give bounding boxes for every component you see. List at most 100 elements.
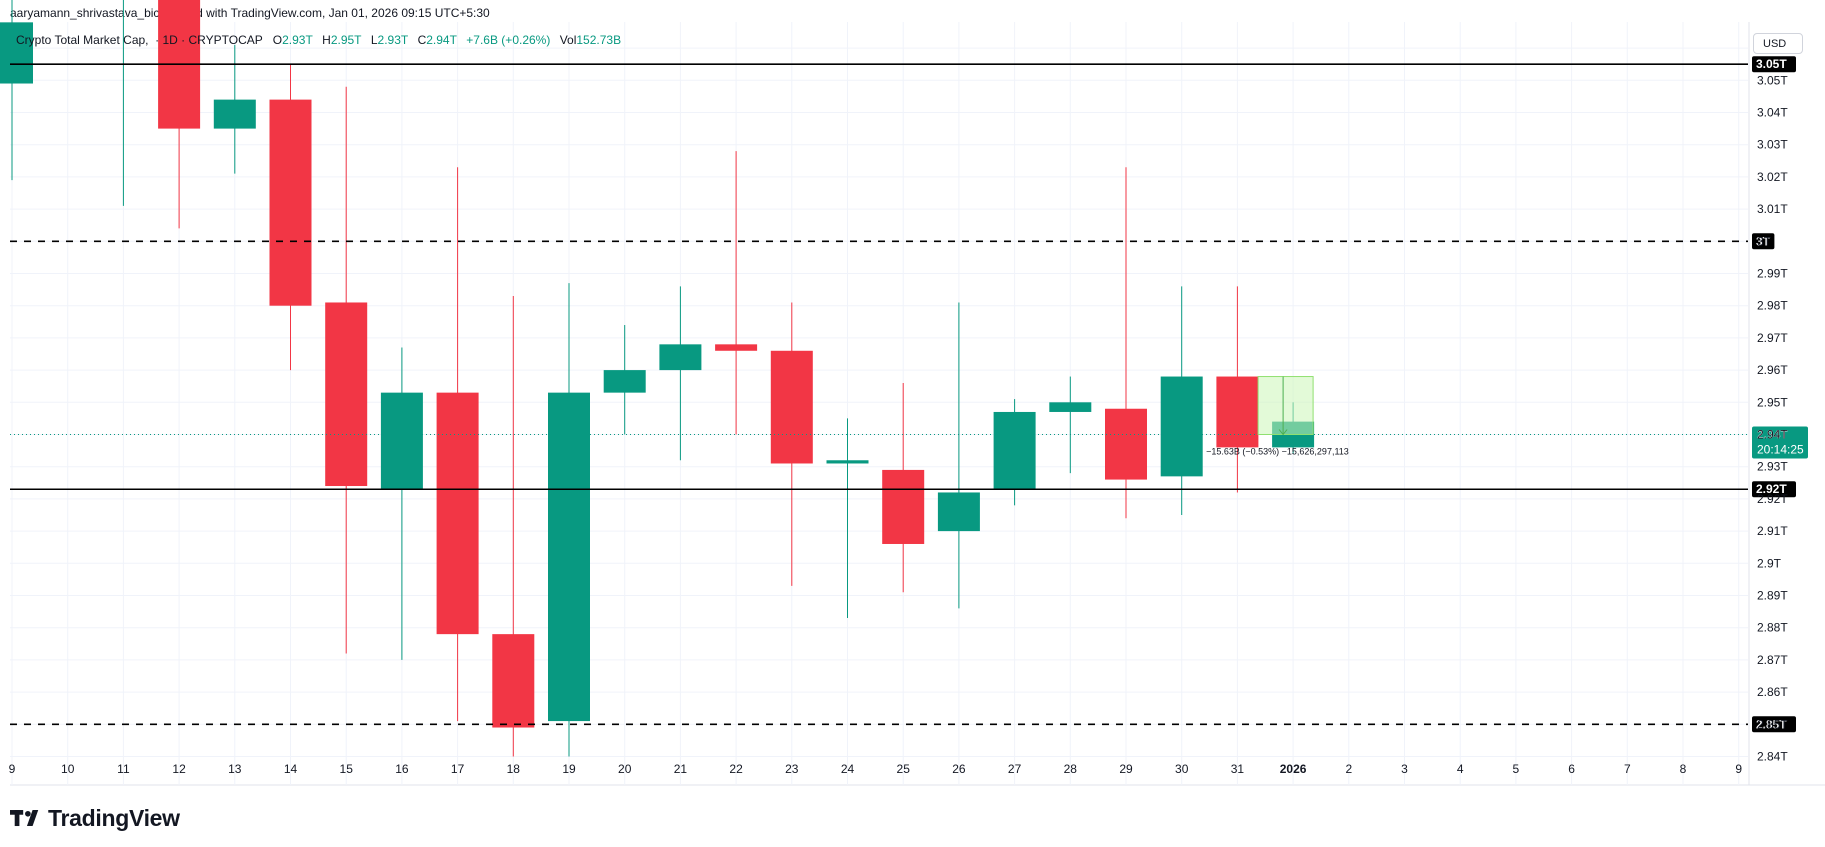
measure-tool: −15.63B (−0.53%) −15,626,297,113 xyxy=(1206,376,1349,457)
close-value: 2.94T xyxy=(426,33,457,47)
time-tick-label: 22 xyxy=(729,762,743,776)
time-tick-label: 13 xyxy=(228,762,242,776)
time-tick-label: 23 xyxy=(785,762,799,776)
measure-box xyxy=(1257,376,1314,436)
time-tick-label: 11 xyxy=(117,762,130,776)
time-tick-label: 28 xyxy=(1064,762,1078,776)
price-tick-label: 3.01T xyxy=(1757,202,1788,216)
price-tick-label: 2.87T xyxy=(1757,653,1788,667)
high-key: H xyxy=(322,33,331,47)
price-tick-label: 2.86T xyxy=(1757,685,1788,699)
candle xyxy=(770,302,813,586)
time-tick-label: 17 xyxy=(451,762,465,776)
currency-button[interactable]: USD xyxy=(1753,33,1803,54)
candle xyxy=(492,296,535,757)
time-tick-label: 16 xyxy=(395,762,409,776)
last-price-countdown: 20:14:25 xyxy=(1757,443,1804,457)
candle-body xyxy=(380,392,423,490)
candle xyxy=(1105,167,1147,519)
price-tick-label: 2.99T xyxy=(1757,267,1788,281)
time-tick-label: 7 xyxy=(1624,762,1631,776)
symbol-legend: Crypto Total Market Cap, · 1D · CRYPTOCA… xyxy=(16,33,627,47)
volume-value: 152.73B xyxy=(576,33,622,47)
candle xyxy=(213,44,256,174)
candle xyxy=(0,0,33,181)
candle-body xyxy=(826,460,869,464)
last-price-label: 2.94T xyxy=(1757,428,1788,442)
candle xyxy=(380,347,423,660)
candle xyxy=(1049,376,1092,474)
candle-body xyxy=(659,344,702,371)
time-tick-label: 8 xyxy=(1680,762,1687,776)
tradingview-logo-icon xyxy=(10,810,39,827)
price-tick-label: 2.94T xyxy=(1757,428,1788,442)
time-tick-label: 12 xyxy=(172,762,186,776)
time-tick-label: 31 xyxy=(1231,762,1245,776)
close-key: C xyxy=(417,33,427,47)
price-tick-label: 3.04T xyxy=(1757,106,1788,120)
candle xyxy=(659,286,702,461)
time-tick-label: 20 xyxy=(618,762,632,776)
time-tick-label: 21 xyxy=(674,762,688,776)
level-label: 2.85T xyxy=(1756,717,1787,731)
candle-body xyxy=(492,634,535,728)
change-value: +7.6B (+0.26%) xyxy=(466,33,551,47)
candle xyxy=(826,418,869,619)
time-tick-label: 2026 xyxy=(1280,762,1307,776)
level-label-bg xyxy=(1752,233,1775,250)
candle-body xyxy=(882,469,925,544)
time-tick-label: 9 xyxy=(9,762,16,776)
candle-body xyxy=(993,411,1036,490)
price-tick-label: 2.98T xyxy=(1757,299,1788,313)
candle xyxy=(603,325,646,435)
candle-body xyxy=(1216,376,1259,448)
candle xyxy=(436,167,479,722)
candle-body xyxy=(325,302,368,487)
candle xyxy=(937,302,980,609)
last-price-label-bg xyxy=(1752,426,1808,459)
price-tick-label: 2.92T xyxy=(1757,492,1788,506)
candle-body xyxy=(715,344,758,351)
level-label: 3T xyxy=(1756,234,1771,248)
time-tick-label: 26 xyxy=(952,762,966,776)
level-label-bg xyxy=(1752,56,1796,73)
level-label: 2.92T xyxy=(1756,482,1787,496)
time-tick-label: 2 xyxy=(1345,762,1352,776)
candle-body xyxy=(770,350,813,464)
candle xyxy=(122,0,124,206)
level-label-bg xyxy=(1752,481,1796,498)
level-label: 3.05T xyxy=(1756,57,1787,71)
symbol-interval: · 1D · CRYPTOCAP xyxy=(151,33,263,47)
time-tick-label: 5 xyxy=(1513,762,1520,776)
price-tick-label: 3.02T xyxy=(1757,170,1788,184)
candle-body xyxy=(548,392,590,722)
candle xyxy=(882,382,925,593)
time-tick-label: 10 xyxy=(61,762,75,776)
price-tick-label: 2.95T xyxy=(1757,395,1788,409)
price-tick-label: 2.89T xyxy=(1757,589,1788,603)
time-tick-label: 3 xyxy=(1401,762,1408,776)
measure-label: −15.63B (−0.53%) −15,626,297,113 xyxy=(1206,447,1349,457)
price-tick-label: 2.88T xyxy=(1757,621,1788,635)
price-axis[interactable]: 2.84T 2.85T 2.86T 2.87T 2.88T 2.89T 2.9T 2.91T 2… xyxy=(1757,41,1788,763)
candle-body xyxy=(937,492,980,532)
candle xyxy=(715,151,758,435)
tradingview-logo-text: TradingView xyxy=(48,805,180,831)
symbol-title[interactable]: Crypto Total Market Cap, xyxy=(16,33,152,47)
time-tick-label: 4 xyxy=(1457,762,1464,776)
candle-body xyxy=(436,392,479,635)
level-label-bg xyxy=(1752,716,1796,733)
tradingview-logo[interactable]: TradingView xyxy=(10,805,180,832)
time-tick-label: 19 xyxy=(562,762,576,776)
candle xyxy=(1160,286,1203,515)
time-tick-label: 14 xyxy=(284,762,298,776)
candle-body xyxy=(1160,376,1203,477)
open-value: 2.93T xyxy=(282,33,313,47)
price-tick-label: 2.85T xyxy=(1757,717,1788,731)
candle-body xyxy=(1049,402,1092,412)
price-tick-label: 3T xyxy=(1757,234,1772,248)
candle-body xyxy=(269,99,312,306)
time-axis[interactable]: 9 10 11 12 13 14 15 16 17 18 19 20 21 22 23 24 25 26 27 28 2… xyxy=(9,762,1743,776)
